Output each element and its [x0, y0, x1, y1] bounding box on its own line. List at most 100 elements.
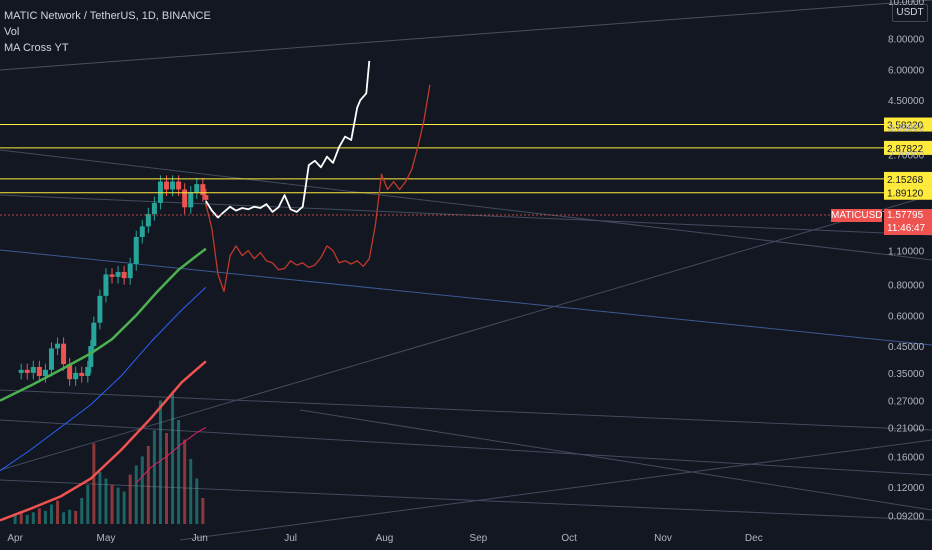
symbol-price-tag: MATICUSDT	[831, 209, 889, 222]
volume-bar	[189, 459, 193, 524]
volume-bar	[98, 472, 102, 524]
volume-bar	[122, 491, 126, 524]
volume-bar	[62, 512, 66, 524]
time-tick-label: Apr	[7, 533, 23, 544]
volume-bar	[13, 513, 17, 524]
time-tick-label: Oct	[561, 533, 577, 544]
price-tick-label: 0.35000	[888, 369, 925, 380]
candle-body	[61, 343, 67, 365]
volume-bar	[158, 400, 162, 524]
trendline-9[interactable]	[0, 419, 932, 476]
candle-body	[79, 372, 85, 376]
ma-cross-indicator-label[interactable]: MA Cross YT	[4, 42, 69, 54]
top-price-tick: 10.0000	[888, 0, 925, 8]
volume-bar	[92, 443, 96, 524]
candle-body	[67, 364, 73, 380]
volume-bar	[177, 420, 181, 524]
candle-body	[188, 192, 194, 208]
level-label-1: 2.87822	[887, 144, 924, 155]
candle-body	[55, 343, 61, 349]
price-tick-label: 0.09200	[888, 512, 925, 523]
level-label-2: 2.15268	[887, 175, 924, 186]
volume-bar	[116, 487, 120, 524]
volume-bar	[86, 485, 90, 524]
candles	[18, 175, 209, 386]
candle-body	[36, 366, 42, 376]
candle-body	[73, 372, 79, 380]
candle-body	[203, 195, 209, 200]
candle-body	[30, 366, 36, 373]
volume-bar	[195, 478, 199, 524]
price-tick-label: 0.12000	[888, 483, 925, 494]
volume-bar	[104, 478, 108, 524]
level-label-3: 1.89120	[887, 189, 924, 200]
currency-unit-button[interactable]: USDT	[892, 4, 928, 22]
volume-bar	[37, 508, 41, 524]
ma-pink-line	[135, 426, 207, 484]
price-tick-label: 4.50000	[888, 96, 925, 107]
chart-legend: MATIC Network / TetherUS, 1D, BINANCE Vo…	[4, 8, 211, 56]
level-tag-2	[884, 171, 932, 186]
candle-body	[182, 189, 188, 208]
candle-body	[151, 202, 157, 214]
time-tick-label: May	[97, 533, 116, 544]
trendline-6[interactable]	[0, 479, 932, 521]
price-tick-label: 0.45000	[888, 342, 925, 353]
candle-body	[170, 181, 176, 190]
candle-body	[88, 346, 94, 367]
volume-bar	[56, 500, 60, 524]
price-tick-label: 2.70000	[888, 151, 925, 162]
time-tick-label: Dec	[745, 533, 763, 544]
time-tick-label: Aug	[376, 533, 394, 544]
level-tag-3	[884, 185, 932, 200]
ma-green-line	[0, 247, 207, 402]
trendline-5[interactable]	[0, 389, 932, 431]
trendline-4[interactable]	[0, 194, 932, 471]
candle-body	[109, 274, 115, 277]
volume-bar	[110, 485, 114, 524]
volume-bar	[134, 465, 138, 524]
volume-bar	[74, 511, 78, 524]
candle-body	[91, 322, 97, 347]
candle-body	[121, 272, 127, 279]
volume-bars	[13, 394, 205, 524]
ma-blue-line	[0, 286, 207, 472]
trendline-7[interactable]	[179, 439, 932, 541]
candle-body	[133, 236, 139, 265]
trendline-8[interactable]	[299, 409, 932, 511]
projection-red-line	[205, 84, 431, 293]
bar-countdown-label: 11:46:47	[884, 222, 932, 235]
price-axis: 8.00000 6.00000 4.50000 3.50000 2.70000 1.100…	[888, 35, 925, 523]
candle-body	[85, 366, 91, 376]
time-tick-label: Jul	[284, 533, 297, 544]
time-tick-label: Sep	[469, 533, 487, 544]
volume-bar	[171, 394, 175, 524]
symbol-title[interactable]: MATIC Network / TetherUS, 1D, BINANCE	[4, 10, 211, 22]
price-tick-label: 0.21000	[888, 423, 925, 434]
volume-indicator-label[interactable]: Vol	[4, 26, 20, 38]
candle-body	[194, 184, 200, 193]
candle-body	[157, 181, 163, 203]
candle-body	[97, 295, 103, 323]
time-tick-label: Jun	[192, 533, 208, 544]
trendline-2[interactable]	[0, 149, 932, 261]
price-tick-label: 1.10000	[888, 247, 925, 258]
price-tick-label: 8.00000	[888, 35, 925, 46]
volume-bar	[140, 456, 144, 524]
volume-bar	[128, 474, 132, 524]
volume-bar	[68, 509, 72, 524]
candle-body	[103, 274, 109, 296]
candle-body	[200, 184, 206, 196]
trendline-1[interactable]	[0, 249, 932, 346]
candle-body	[176, 181, 182, 190]
candle-body	[18, 369, 24, 373]
ma-red-line	[0, 360, 207, 522]
trendline-0[interactable]	[0, 0, 932, 71]
series-lines	[0, 60, 431, 522]
volume-bar	[43, 511, 47, 524]
candle-body	[115, 272, 121, 277]
volume-bar	[49, 504, 53, 524]
projection-white-line	[205, 60, 371, 219]
